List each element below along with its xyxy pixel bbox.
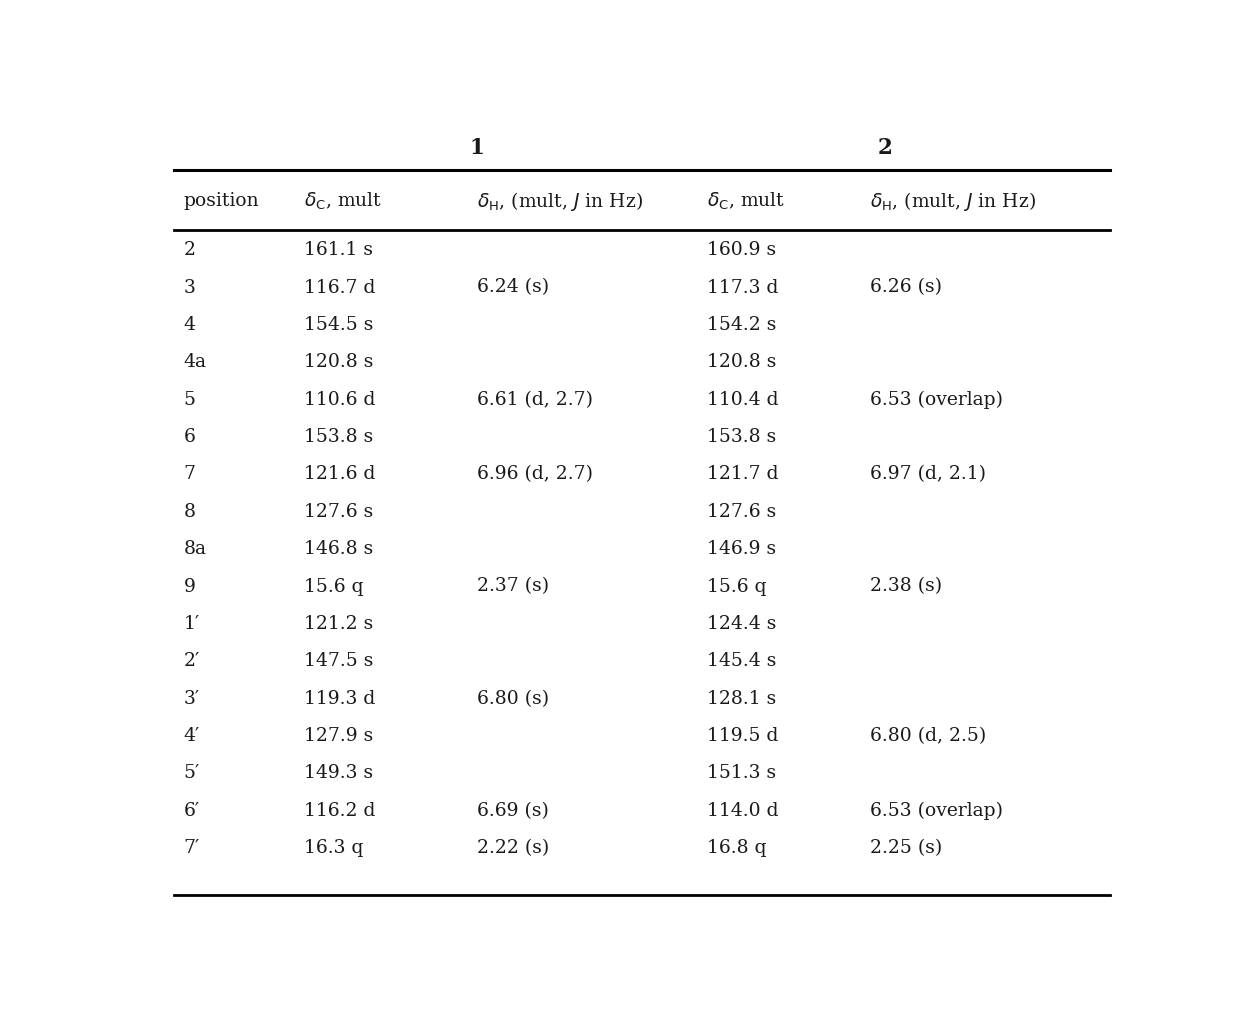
Text: 16.8 q: 16.8 q (707, 839, 767, 857)
Text: 121.2 s: 121.2 s (304, 615, 373, 633)
Text: 117.3 d: 117.3 d (707, 279, 778, 296)
Text: 110.6 d: 110.6 d (304, 390, 375, 409)
Text: 2.37 (s): 2.37 (s) (477, 577, 549, 596)
Text: 124.4 s: 124.4 s (707, 615, 777, 633)
Text: 6.96 (d, 2.7): 6.96 (d, 2.7) (477, 465, 592, 483)
Text: position: position (183, 192, 259, 211)
Text: 114.0 d: 114.0 d (707, 802, 778, 820)
Text: 2: 2 (183, 241, 196, 260)
Text: 127.6 s: 127.6 s (304, 503, 373, 521)
Text: 2: 2 (877, 137, 892, 158)
Text: 7: 7 (183, 465, 196, 483)
Text: 146.9 s: 146.9 s (707, 541, 776, 558)
Text: 4′: 4′ (183, 727, 199, 745)
Text: 3: 3 (183, 279, 196, 296)
Text: 2′: 2′ (183, 652, 199, 670)
Text: 6.80 (d, 2.5): 6.80 (d, 2.5) (870, 727, 986, 745)
Text: $\delta_\mathrm{C}$, mult: $\delta_\mathrm{C}$, mult (707, 191, 786, 212)
Text: 116.2 d: 116.2 d (304, 802, 375, 820)
Text: 1′: 1′ (183, 615, 199, 633)
Text: 149.3 s: 149.3 s (304, 764, 373, 783)
Text: 6.80 (s): 6.80 (s) (477, 690, 549, 707)
Text: 121.6 d: 121.6 d (304, 465, 375, 483)
Text: 6.26 (s): 6.26 (s) (870, 279, 942, 296)
Text: 121.7 d: 121.7 d (707, 465, 778, 483)
Text: 2.22 (s): 2.22 (s) (477, 839, 549, 857)
Text: 151.3 s: 151.3 s (707, 764, 776, 783)
Text: 116.7 d: 116.7 d (304, 279, 375, 296)
Text: 119.5 d: 119.5 d (707, 727, 778, 745)
Text: $\delta_\mathrm{H}$, (mult, $J$ in Hz): $\delta_\mathrm{H}$, (mult, $J$ in Hz) (870, 190, 1036, 213)
Text: 15.6 q: 15.6 q (304, 577, 363, 596)
Text: 6.53 (overlap): 6.53 (overlap) (870, 390, 1004, 409)
Text: 5: 5 (183, 390, 196, 409)
Text: 145.4 s: 145.4 s (707, 652, 777, 670)
Text: 120.8 s: 120.8 s (304, 354, 373, 371)
Text: 147.5 s: 147.5 s (304, 652, 373, 670)
Text: 146.8 s: 146.8 s (304, 541, 373, 558)
Text: 6′: 6′ (183, 802, 199, 820)
Text: 8: 8 (183, 503, 196, 521)
Text: 9: 9 (183, 577, 196, 596)
Text: 127.6 s: 127.6 s (707, 503, 777, 521)
Text: 6: 6 (183, 428, 196, 446)
Text: $\delta_\mathrm{H}$, (mult, $J$ in Hz): $\delta_\mathrm{H}$, (mult, $J$ in Hz) (477, 190, 643, 213)
Text: 154.2 s: 154.2 s (707, 316, 777, 334)
Text: 6.69 (s): 6.69 (s) (477, 802, 549, 820)
Text: 7′: 7′ (183, 839, 199, 857)
Text: 119.3 d: 119.3 d (304, 690, 375, 707)
Text: 128.1 s: 128.1 s (707, 690, 777, 707)
Text: 8a: 8a (183, 541, 207, 558)
Text: 4: 4 (183, 316, 196, 334)
Text: 161.1 s: 161.1 s (304, 241, 373, 260)
Text: 160.9 s: 160.9 s (707, 241, 776, 260)
Text: 6.97 (d, 2.1): 6.97 (d, 2.1) (870, 465, 986, 483)
Text: 154.5 s: 154.5 s (304, 316, 373, 334)
Text: $\delta_\mathrm{C}$, mult: $\delta_\mathrm{C}$, mult (304, 191, 382, 212)
Text: 15.6 q: 15.6 q (707, 577, 767, 596)
Text: 6.24 (s): 6.24 (s) (477, 279, 549, 296)
Text: 153.8 s: 153.8 s (707, 428, 777, 446)
Text: 120.8 s: 120.8 s (707, 354, 777, 371)
Text: 5′: 5′ (183, 764, 199, 783)
Text: 153.8 s: 153.8 s (304, 428, 373, 446)
Text: 127.9 s: 127.9 s (304, 727, 373, 745)
Text: 6.53 (overlap): 6.53 (overlap) (870, 801, 1004, 820)
Text: 110.4 d: 110.4 d (707, 390, 778, 409)
Text: 6.61 (d, 2.7): 6.61 (d, 2.7) (477, 390, 592, 409)
Text: 1: 1 (470, 137, 484, 158)
Text: 16.3 q: 16.3 q (304, 839, 363, 857)
Text: 2.25 (s): 2.25 (s) (870, 839, 943, 857)
Text: 3′: 3′ (183, 690, 199, 707)
Text: 2.38 (s): 2.38 (s) (870, 577, 943, 596)
Text: 4a: 4a (183, 354, 207, 371)
